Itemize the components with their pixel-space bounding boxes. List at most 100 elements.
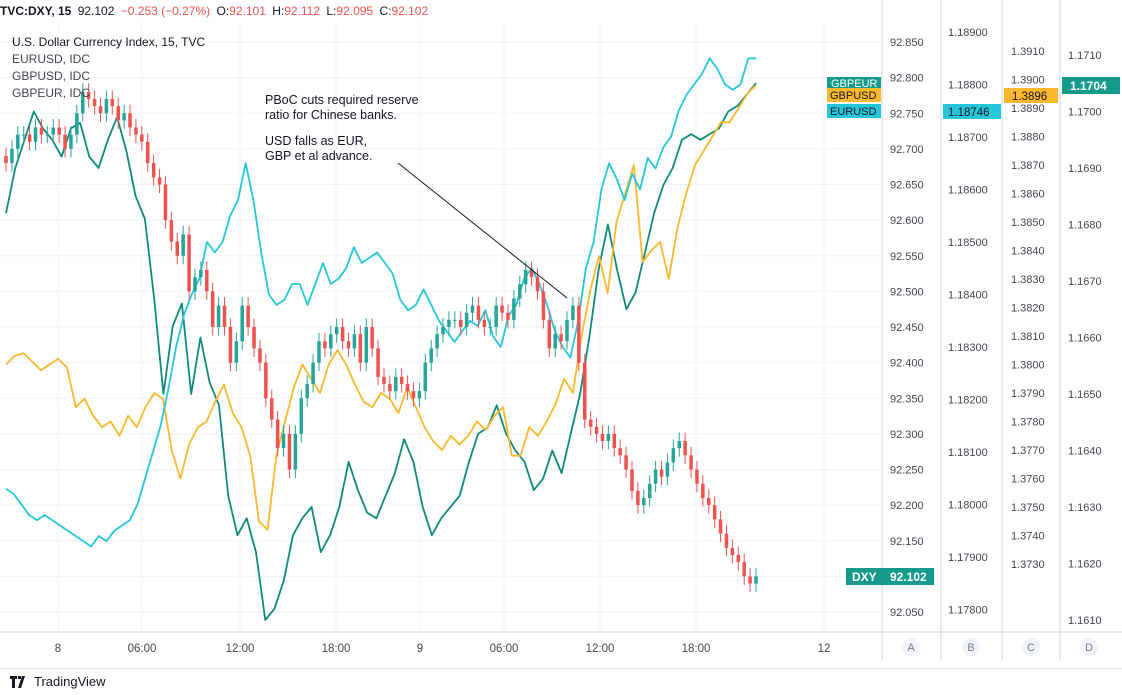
candle-body [157,177,162,185]
candle-body [4,156,8,164]
gbpusd-polyline [5,84,757,531]
candle-body [488,327,493,328]
candle-body [39,127,44,135]
candle-body [441,327,445,335]
candle-body [535,277,540,292]
candle-body [311,362,315,384]
legend-item-gbpusd[interactable]: GBPUSD, IDC [12,69,91,83]
axis-letter-d[interactable]: D [1085,642,1093,654]
candle-body [565,319,569,342]
axis-c-tick-label: 1.3880 [1011,132,1045,144]
axis-letter-b[interactable]: B [967,642,974,654]
time-axis-label: 06:00 [490,643,519,655]
gbpeur-badge [827,77,881,89]
axis-letter-badge[interactable] [1022,638,1040,656]
open-value: 92.101 [229,4,266,18]
axis-a-tick-label: 92.450 [890,322,924,334]
time-axis-label: 12:00 [226,643,255,655]
axis-d-tick-label: 1.1620 [1068,559,1102,571]
axis-a-tick-label: 92.600 [890,215,924,227]
axis-letter-a[interactable]: A [907,642,915,654]
axis-letter-c[interactable]: C [1027,642,1035,654]
gbpeur-axis-value: 1.1704 [1070,79,1107,93]
candle-body [447,319,451,327]
axis-b-tick-label: 1.18300 [948,342,988,354]
candle-body [653,469,658,484]
axis-a-tick-label: 92.400 [890,358,924,370]
eurusd-series-line [5,57,756,548]
dxy-badge [846,568,934,585]
open-label: O: [216,4,230,18]
annotation-text-2[interactable]: ratio for Chinese banks. [265,108,397,122]
candle-body [606,433,611,441]
candle-body [642,498,646,506]
candle-body [689,455,693,470]
low-label: L: [326,4,337,18]
axis-a-tick-label: 92.800 [890,73,924,85]
candle-body [329,334,333,349]
candle-body [10,148,14,164]
candle-body [21,134,26,136]
candle-body [394,376,398,392]
candle-body [317,341,321,363]
annotation-text-4[interactable]: GBP et al advance. [265,149,372,163]
candle-body [346,341,351,349]
time-axis-label: 12:00 [586,643,615,655]
candle-body [228,327,233,363]
candle-body [151,163,156,178]
axis-a-tick-label: 92.350 [890,393,924,405]
annotation-text-1[interactable]: PBoC cuts required reserve [265,93,419,107]
high-value: 92.112 [284,4,321,18]
legend-item-dxy[interactable]: U.S. Dollar Currency Index, 15, TVC [12,35,206,49]
candle-body [671,448,676,463]
candle-body [624,455,628,470]
candle-body [116,106,120,121]
candle-body [476,305,481,320]
candle-body [636,490,640,506]
candle-body [122,113,126,121]
annotation-pointer-line[interactable] [397,162,568,299]
dxy-badge-value: 92.102 [890,570,927,584]
axis-letter-badge[interactable] [1080,638,1098,656]
candle-body [683,441,687,456]
tradingview-logo[interactable]: TradingView [10,674,106,689]
candle-body [470,305,475,313]
candle-body [45,134,50,136]
annotation-text-3[interactable]: USD falls as EUR, [265,134,367,148]
tradingview-logo-icon [10,675,25,688]
candle-body [506,312,510,320]
axis-a-tick-label: 92.850 [890,37,924,49]
legend-item-gbpeur[interactable]: GBPEUR, IDC [12,86,91,100]
axis-d-tick-label: 1.1650 [1068,389,1102,401]
series-legend: U.S. Dollar Currency Index, 15, TVC EURU… [12,34,205,102]
low-value: 92.095 [336,4,374,18]
candle-body [748,576,752,584]
candle-body [199,270,203,278]
candle-body [553,334,557,349]
candle-body [659,469,664,477]
candle-body [234,341,239,363]
candle-body [104,99,109,114]
time-axis-label: 8 [55,643,61,655]
legend-item-eurusd[interactable]: EURUSD, IDC [12,52,91,66]
axis-c-tick-label: 1.3730 [1011,559,1045,571]
candle-body [98,106,103,114]
candle-body [665,462,670,477]
candle-body [612,433,617,449]
candle-body [541,291,546,320]
candle-body [677,441,681,449]
candle-body [399,376,404,384]
chart-canvas[interactable]: PBoC cuts required reserve ratio for Chi… [0,0,1122,668]
symbol-name[interactable]: TVC:DXY, 15 [0,4,72,18]
candle-body [482,319,487,327]
candle-body [388,384,392,392]
axis-letter-badge[interactable] [902,638,920,656]
candle-body [718,519,723,534]
candle-body [464,312,469,327]
axis-b-tick-label: 1.18400 [948,290,988,302]
axis-letter-badge[interactable] [962,638,980,656]
axis-d-tick-label: 1.1700 [1068,107,1102,119]
axis-a-tick-label: 92.500 [890,286,924,298]
candle-body [582,362,587,420]
time-axis-label: 9 [417,643,423,655]
